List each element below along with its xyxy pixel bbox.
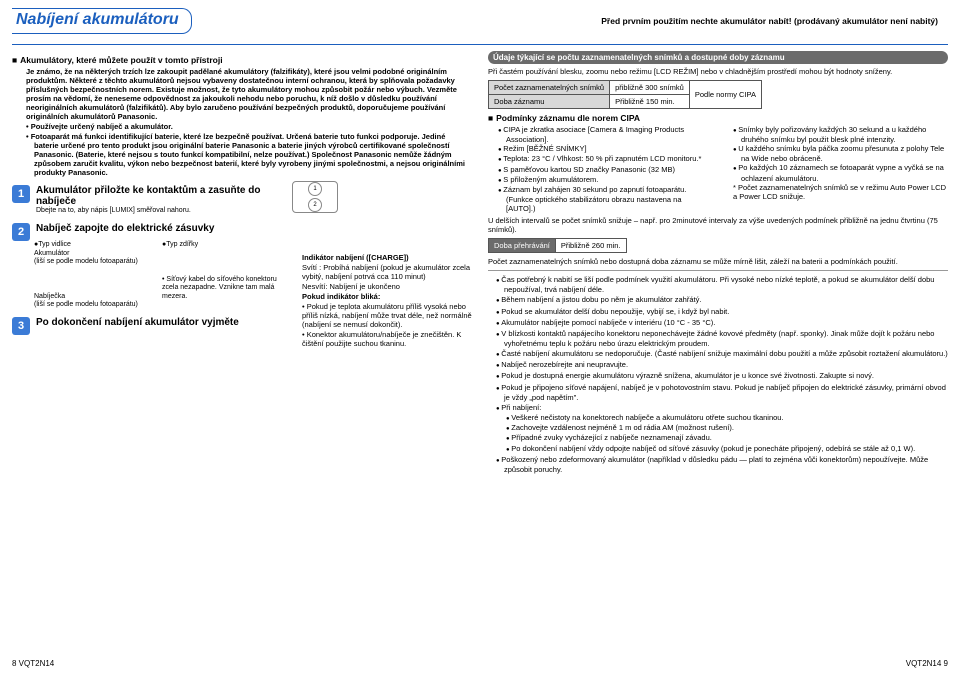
page-number-right: VQT2N14 9	[906, 659, 948, 668]
step-number: 3	[12, 317, 30, 335]
indicator-blink-item: • Pokud je teplota akumulátoru příliš vy…	[302, 302, 472, 329]
indicator-lit: Svítí : Probíhá nabíjení (pokud je akumu…	[302, 263, 472, 281]
caption: Akumulátor (liší se podle modelu fotoapa…	[34, 250, 152, 267]
indicator-title: Indikátor nabíjení ([CHARGE])	[302, 253, 472, 262]
list-item: U každého snímku byla páčka zoomu přesun…	[733, 144, 948, 163]
sub-item: Případné zvuky vycházející z nabíječe ne…	[506, 433, 948, 443]
list-item: CIPA je zkratka asociace [Camera & Imagi…	[498, 125, 713, 144]
header-note: Před prvním použitím nechte akumulátor n…	[601, 16, 948, 26]
sub-item: Po dokončení nabíjení vždy odpojte nabíj…	[506, 444, 948, 454]
list-item: Záznam byl zahájen 30 sekund po zapnutí …	[498, 185, 713, 213]
indicator-blink-item: • Konektor akumulátoru/nabíječe je zneči…	[302, 330, 472, 348]
note-item: Pokud je dostupná energie akumulátoru vý…	[496, 371, 948, 381]
divider	[12, 44, 948, 45]
note-item: Pokud se akumulátor delší dobu nepoužije…	[496, 307, 948, 317]
list-item: S paměťovou kartou SD značky Panasonic (…	[498, 165, 713, 175]
note-item: Časté nabíjení akumulátoru se nedoporuču…	[496, 349, 948, 359]
sub-item: Veškeré nečistoty na konektorech nabíječ…	[506, 413, 948, 423]
step-number: 2	[12, 223, 30, 241]
note-item: Poškozený nebo zdeformovaný akumulátor (…	[496, 455, 948, 474]
text: U delších intervalů se počet snímků sniž…	[488, 216, 948, 234]
indicator-off: Nesvítí: Nabíjení je ukončeno	[302, 282, 472, 291]
note-item: V blízkosti kontaktů napájecího konektor…	[496, 329, 948, 348]
list-item: S přiloženým akumulátorem.	[498, 175, 713, 185]
note-item: Akumulátor nabíjejte pomocí nabíječe v i…	[496, 318, 948, 328]
page-number-left: 8 VQT2N14	[12, 659, 54, 668]
step-detail: Dbejte na to, aby nápis [LUMIX] směřoval…	[36, 207, 280, 215]
playback-table: Doba přehráváníPřibližně 260 min.	[488, 238, 627, 253]
note-item: Čas potřebný k nabití se liší podle podm…	[496, 275, 948, 294]
list-item: Režim [BĚŽNÉ SNÍMKY]	[498, 144, 713, 154]
note-heading: Při nabíjení:	[496, 403, 948, 413]
caption: Nabíječka (liší se podle modelu fotoapar…	[34, 293, 152, 310]
note-item: Pokud je připojeno síťové napájení, nabí…	[496, 383, 948, 402]
list-item: Snímky byly pořizovány každých 30 sekund…	[733, 125, 948, 144]
section-heading: Akumulátory, které můžete použít v tomto…	[12, 55, 472, 65]
step-title: Nabíječ zapojte do elektrické zásuvky	[36, 223, 214, 234]
sub-item: Zachovejte vzdálenost nejméně 1 m od rád…	[506, 423, 948, 433]
record-table: Počet zaznamenatelných snímkůpřibližně 3…	[488, 80, 762, 109]
section-heading: Podmínky záznamu dle norem CIPA	[488, 113, 948, 123]
text: Počet zaznamenatelných snímků nebo dostu…	[488, 257, 948, 266]
footnote: * Počet zaznamenatelných snímků se v rež…	[733, 183, 948, 201]
step-number: 1	[12, 185, 30, 203]
plug-type: ●Typ vidlice	[34, 241, 152, 249]
note: • Síťový kabel do síťového konektoru zce…	[162, 276, 280, 301]
indicator-blink: Pokud indikátor bliká:	[302, 292, 472, 301]
step-title: Po dokončení nabíjení akumulátor vyjměte	[36, 317, 239, 328]
socket-type: ●Typ zdířky	[162, 241, 280, 249]
bullet-text: Fotoaparát má funkci identifikující bate…	[26, 132, 472, 177]
page-title: Nabíjení akumulátoru	[12, 8, 192, 34]
list-item: Po každých 10 záznamech se fotoaparát vy…	[733, 163, 948, 182]
text: Při častém používání blesku, zoomu nebo …	[488, 67, 948, 76]
battery-figure: 12	[292, 181, 338, 213]
note-item: Nabíječ nerozebírejte ani neupravujte.	[496, 360, 948, 370]
step-title: Akumulátor přiložte ke kontaktům a zasuň…	[36, 185, 280, 207]
gray-heading: Údaje týkající se počtu zaznamenatelných…	[488, 51, 948, 64]
warning-paragraph: Je známo, že na některých trzích lze zak…	[26, 67, 472, 121]
list-item: Teplota: 23 °C / Vlhkost: 50 % při zapnu…	[498, 154, 713, 164]
note-item: Během nabíjení a jistou dobu po něm je a…	[496, 295, 948, 305]
bullet-text: Používejte určený nabíječ a akumulátor.	[26, 122, 472, 131]
